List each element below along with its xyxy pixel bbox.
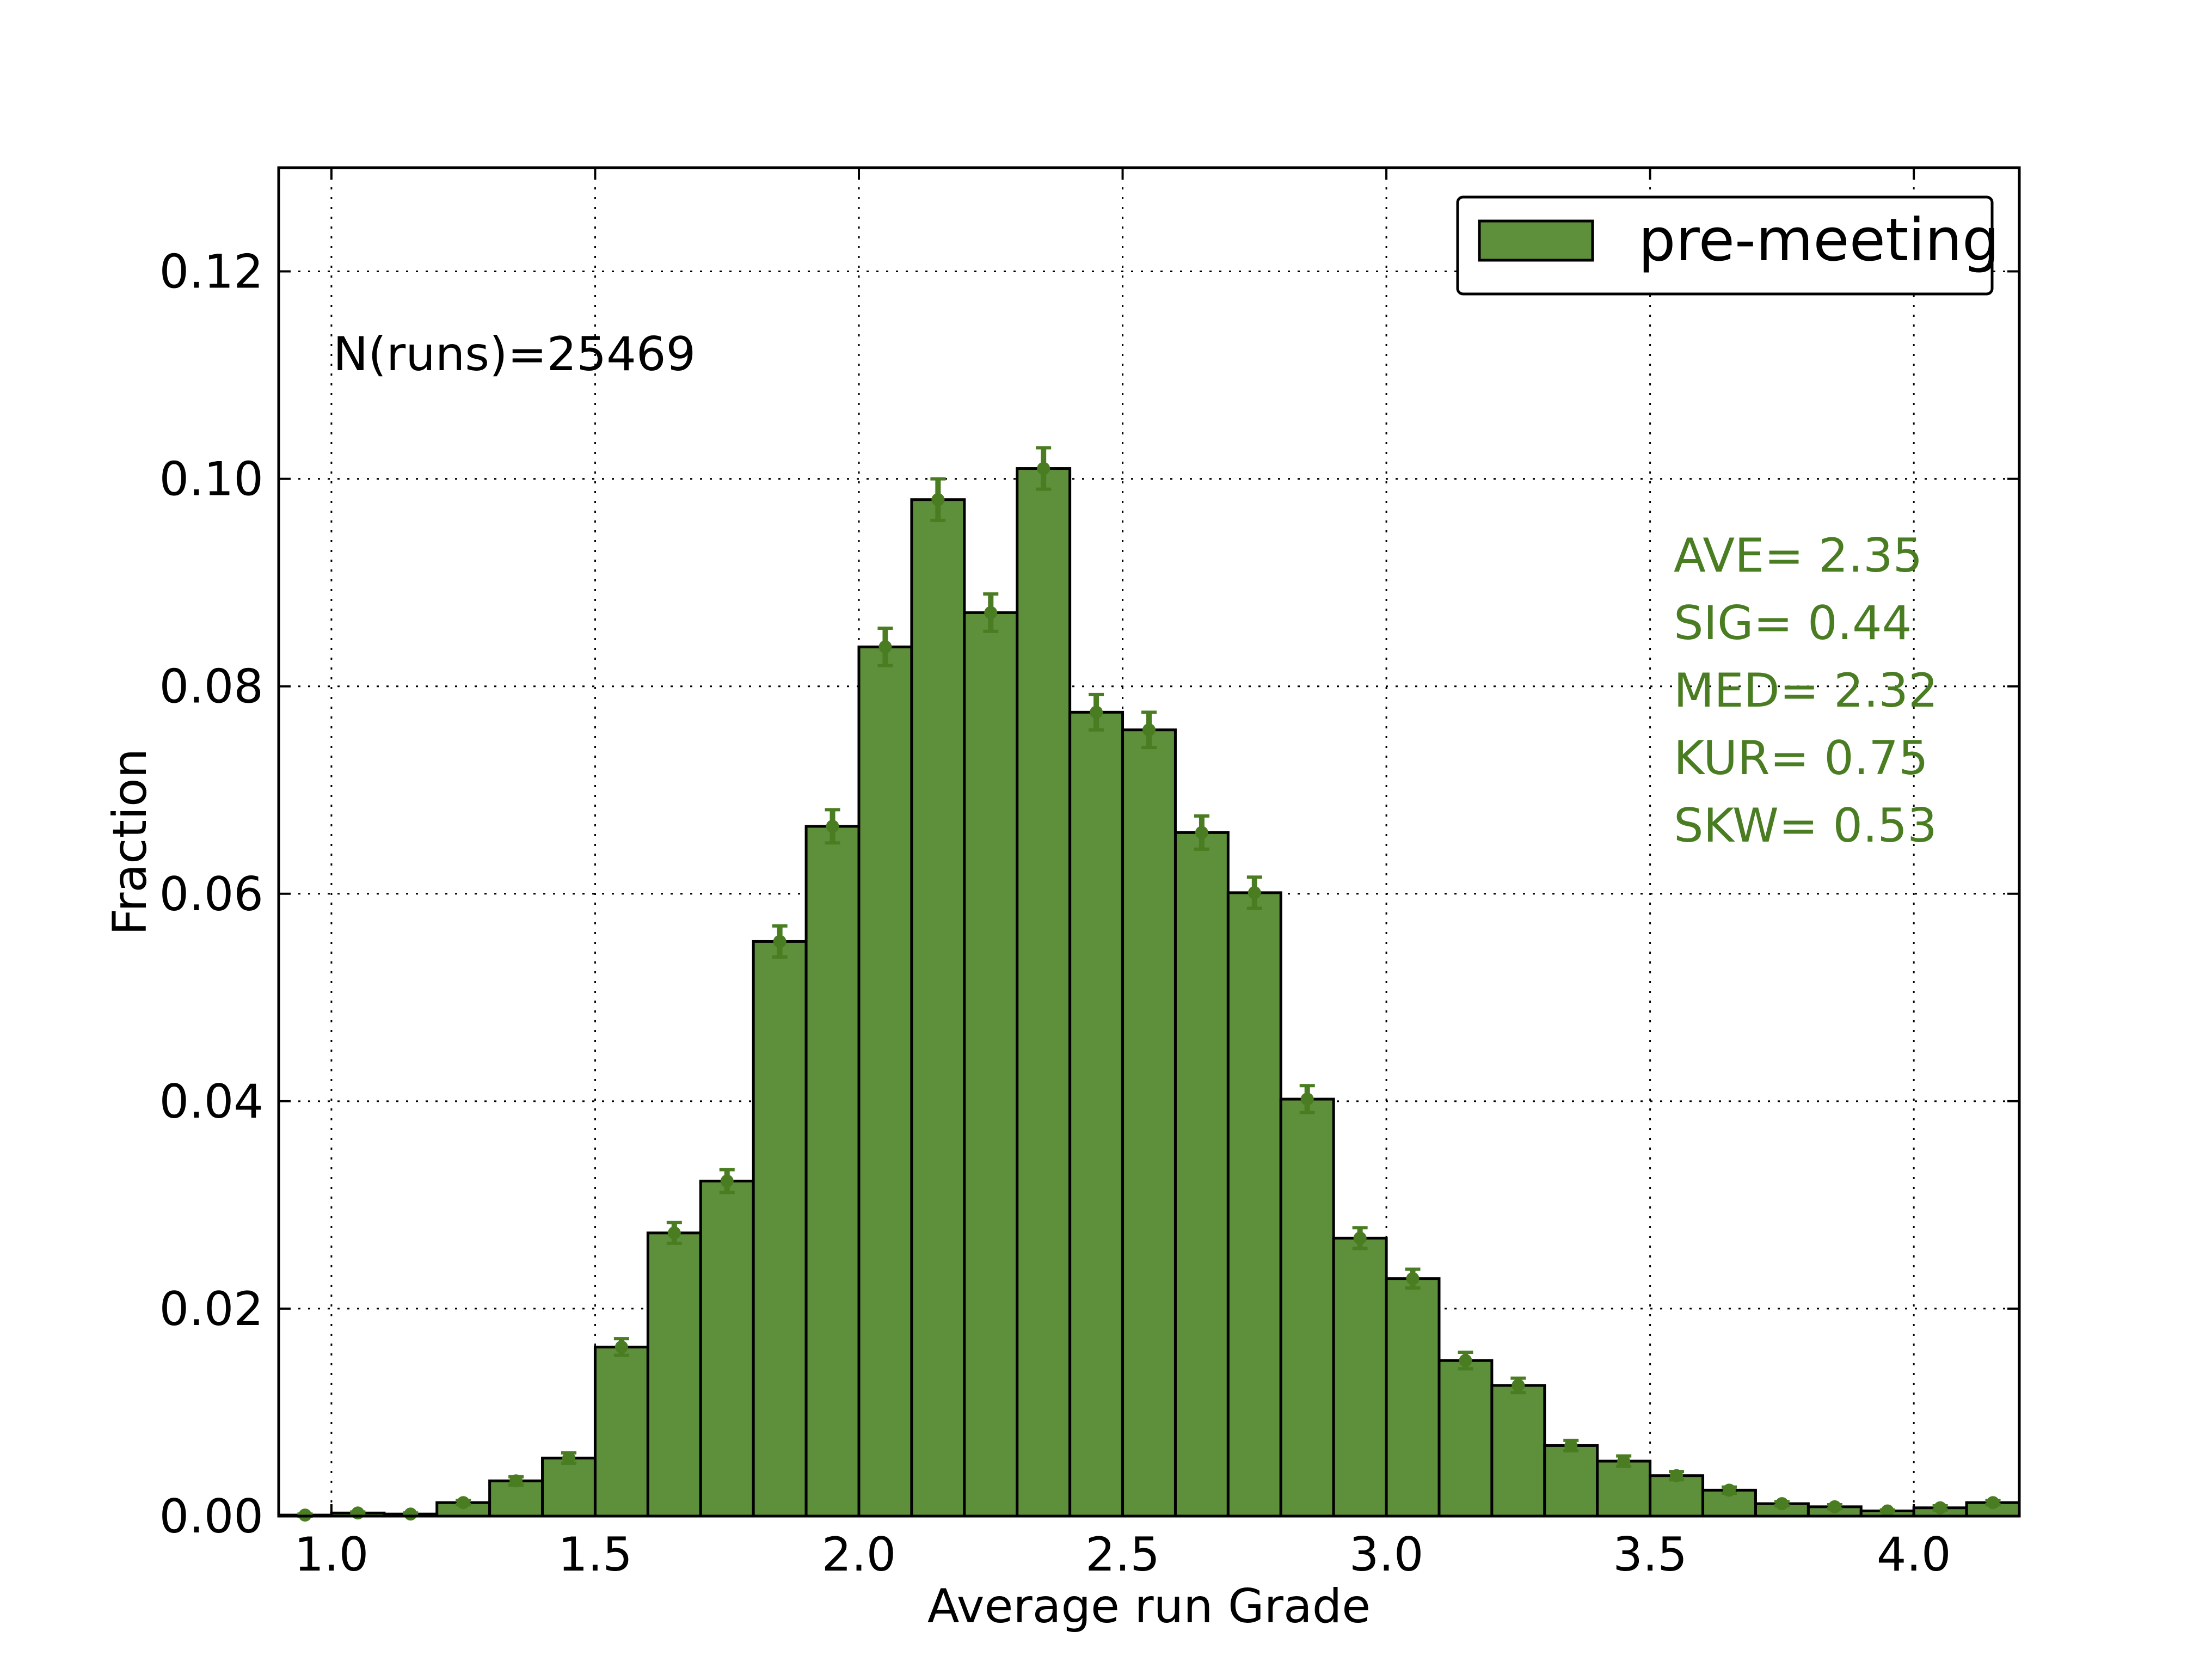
y-tick-label: 0.04 [159,1075,263,1129]
x-tick-label: 4.0 [1877,1528,1951,1582]
bar-marker [1775,1497,1789,1511]
bar-marker [1617,1455,1631,1468]
stat-line: MED= 2.32 [1674,664,1938,718]
bar-marker [826,819,839,833]
error-bars [297,446,2001,1522]
histogram-bar [1596,1459,1652,1518]
bar-marker [1353,1231,1367,1245]
y-tick-label: 0.02 [159,1282,263,1336]
x-tick-labels: 1.0 1.5 2.0 2.5 3.0 3.5 4.0 [294,1528,1951,1582]
y-tick-label: 0.12 [159,245,263,299]
bar-marker [878,640,892,654]
histogram-bar [1385,1277,1441,1518]
x-tick-label: 2.5 [1085,1528,1160,1582]
bar-marker [667,1226,681,1240]
bar-marker [931,493,945,506]
bar-marker [1037,462,1050,475]
y-tick-label: 0.06 [159,867,263,922]
bar-marker [1670,1469,1683,1482]
histogram-bar [1068,710,1125,1518]
bar-marker [773,935,787,948]
bar-marker [1248,886,1261,899]
bar-marker [1300,1093,1314,1106]
histogram-bar [1332,1236,1388,1518]
bar-marker [1933,1501,1947,1514]
legend: pre-meeting [1456,195,1999,296]
legend-label: pre-meeting [1638,206,1999,274]
plot-frame [277,166,2021,1518]
bar-marker [1723,1483,1736,1497]
bar-marker [1511,1378,1525,1392]
bar-marker [509,1474,523,1488]
histogram-bar [699,1180,755,1518]
bar-marker [1459,1354,1472,1367]
bar-marker [457,1496,470,1510]
bar-marker [1090,706,1103,719]
histogram-bar [646,1231,702,1518]
histogram-bar [1226,891,1282,1518]
n-runs-annotation: N(runs)=25469 [333,327,696,382]
y-tick-label: 0.08 [159,660,263,714]
bar-marker [720,1174,734,1188]
histogram-bar [910,498,966,1518]
stat-line: SIG= 0.44 [1674,596,1912,651]
x-tick-label: 1.5 [558,1528,632,1582]
legend-swatch [1478,219,1594,262]
bar-marker [1828,1500,1841,1513]
bar-marker [1881,1504,1894,1518]
histogram-bar [1016,467,1072,1518]
histogram-bar [1173,831,1230,1518]
histogram-bar [752,940,808,1518]
histogram-bar [1543,1444,1599,1518]
histogram-bar [1490,1384,1546,1518]
y-tick-label: 0.10 [159,452,263,507]
bar-marker [1406,1272,1420,1285]
y-tick-label: 0.00 [159,1489,263,1544]
axis-ticks [279,168,2019,1517]
y-axis-label: Fraction [103,749,157,935]
histogram-bar [857,645,913,1518]
histogram-bar [804,825,861,1518]
histogram-bar [1279,1097,1335,1518]
stats-annotation: AVE= 2.35 SIG= 0.44 MED= 2.32 KUR= 0.75 SKW=… [1674,529,1938,853]
bar-marker [1986,1496,2000,1510]
histogram-bar [1437,1359,1494,1518]
x-axis-label: Average run Grade [927,1579,1371,1634]
stat-line: KUR= 0.75 [1674,731,1928,786]
stat-line: AVE= 2.35 [1674,529,1922,583]
bar-marker [1142,723,1156,737]
histogram-bar [541,1456,597,1518]
bar-marker [984,606,998,620]
histogram-bar [1121,728,1177,1518]
bar-marker [1195,826,1208,839]
bar-marker [404,1507,417,1521]
x-tick-label: 3.0 [1349,1528,1424,1582]
bar-marker [1564,1439,1578,1452]
bar-marker [351,1506,365,1520]
x-tick-label: 1.0 [294,1528,369,1582]
bar-marker [615,1340,628,1354]
histogram-bar [593,1345,649,1518]
stat-line: SKW= 0.53 [1674,799,1937,853]
y-tick-labels: 0.00 0.02 0.04 0.06 0.08 0.10 0.12 [159,245,263,1544]
histogram-bar [963,611,1019,1518]
bar-marker [562,1451,575,1465]
x-tick-label: 3.5 [1613,1528,1687,1582]
x-tick-label: 2.0 [822,1528,896,1582]
